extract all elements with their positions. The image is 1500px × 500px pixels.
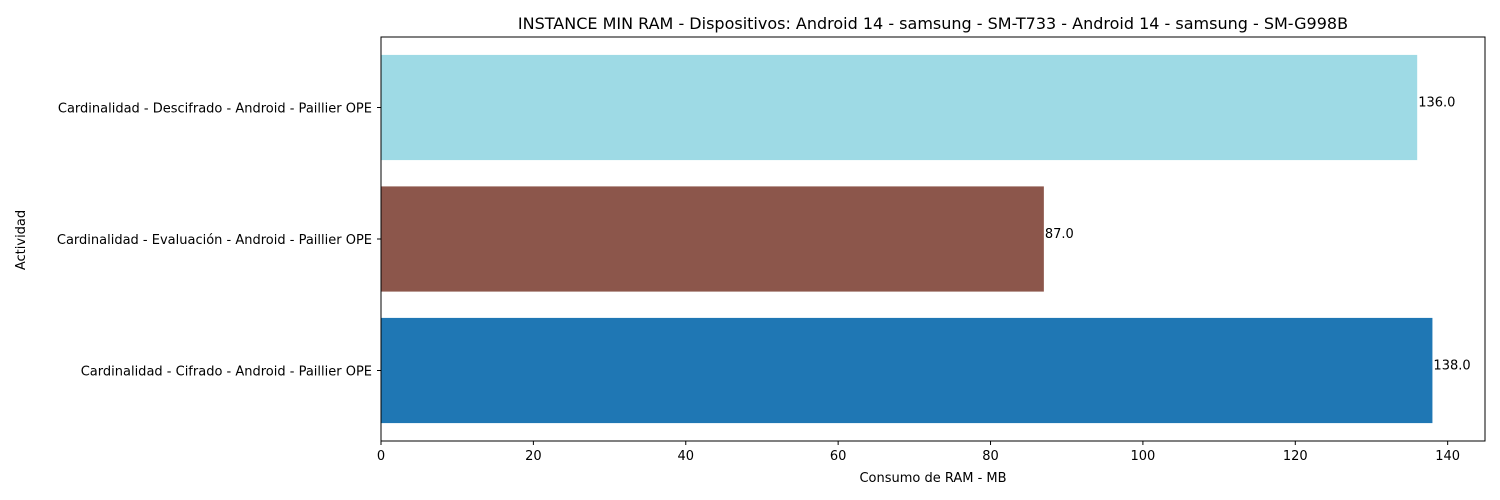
x-tick-label: 80: [982, 449, 999, 464]
data-label: 87.0: [1045, 227, 1074, 242]
chart-title: INSTANCE MIN RAM - Dispositivos: Android…: [518, 14, 1348, 33]
bar: [381, 317, 1433, 424]
y-tick-label: Cardinalidad - Descifrado - Android - Pa…: [58, 102, 372, 117]
bar: [381, 54, 1418, 161]
y-tick-label: Cardinalidad - Cifrado - Android - Paill…: [81, 365, 372, 380]
bar: [381, 186, 1044, 292]
data-label: 138.0: [1433, 359, 1470, 374]
y-tick-label: Cardinalidad - Evaluación - Android - Pa…: [57, 233, 372, 248]
plot-frame: [380, 36, 1486, 442]
data-label: 136.0: [1418, 96, 1455, 111]
x-tick-label: 0: [377, 449, 385, 464]
x-tick-label: 100: [1130, 449, 1155, 464]
x-tick-label: 60: [830, 449, 847, 464]
x-tick-label: 20: [525, 449, 542, 464]
y-axis-label: Actividad: [14, 210, 29, 270]
x-tick-label: 120: [1283, 449, 1308, 464]
x-tick-label: 40: [677, 449, 694, 464]
x-tick-label: 140: [1435, 449, 1460, 464]
x-axis-label: Consumo de RAM - MB: [859, 471, 1006, 486]
plot-area: Cardinalidad - Cifrado - Android - Paill…: [57, 36, 1486, 464]
